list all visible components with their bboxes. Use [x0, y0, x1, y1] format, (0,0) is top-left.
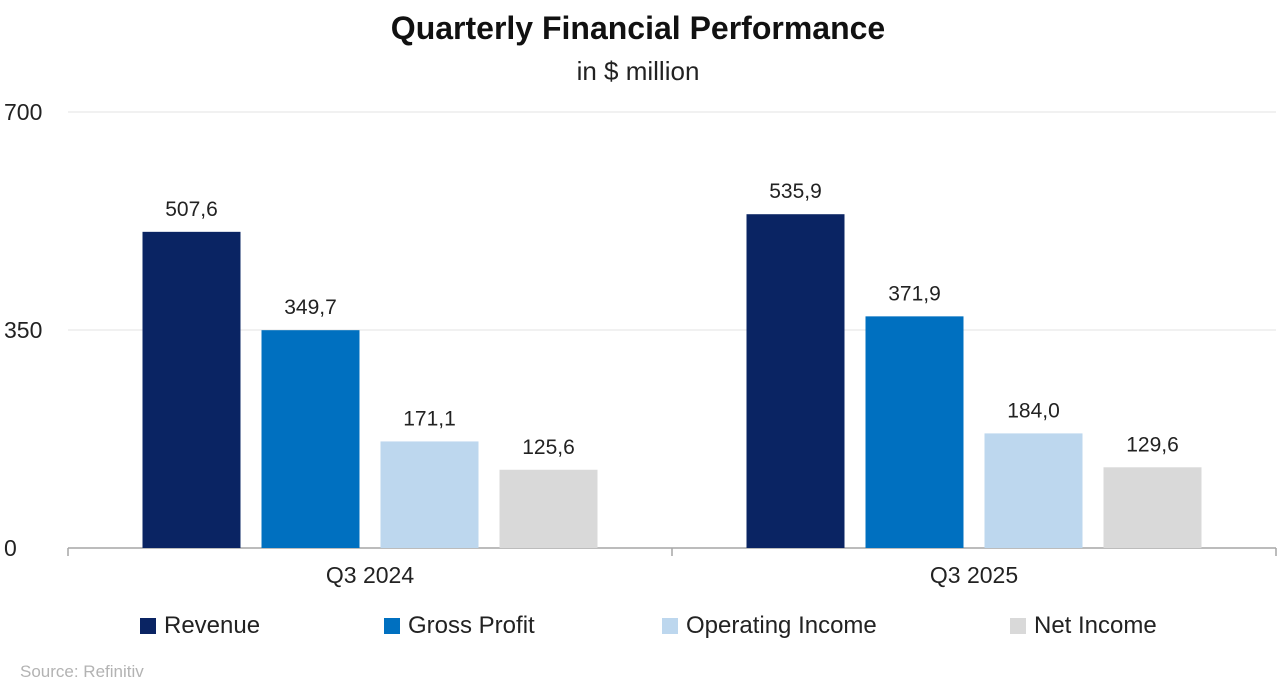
legend-swatch-operating-income	[662, 618, 678, 634]
data-label: 371,9	[888, 282, 941, 305]
legend-label-revenue: Revenue	[164, 612, 261, 639]
bar	[499, 469, 598, 548]
bar	[142, 231, 241, 548]
data-label: 125,6	[522, 436, 575, 459]
bar	[380, 441, 479, 548]
y-tick-label: 700	[4, 99, 42, 125]
legend-label-operating-income: Operating Income	[686, 612, 877, 639]
legend-item-revenue: Revenue	[140, 612, 260, 640]
data-label: 171,1	[403, 407, 456, 430]
legend-label-gross-profit: Gross Profit	[408, 612, 535, 639]
legend-item-net-income: Net Income	[1010, 612, 1157, 640]
bar	[984, 433, 1083, 548]
y-tick-label: 350	[4, 317, 42, 343]
bar-chart: 0 350 700 507,6 349,7 171,1 125,6 Q3 2024 535,9 3…	[4, 99, 1277, 588]
x-tick-label: Q3 2025	[930, 562, 1018, 588]
legend-label-net-income: Net Income	[1034, 612, 1157, 639]
bar	[746, 214, 845, 548]
legend-item-operating-income: Operating Income	[662, 612, 877, 640]
data-label: 184,0	[1007, 399, 1060, 422]
bar	[261, 330, 360, 548]
data-label: 507,6	[165, 198, 218, 221]
source-note: Source: Refinitiv	[20, 662, 144, 681]
bar	[1103, 467, 1202, 548]
y-tick-label: 0	[4, 535, 17, 561]
data-label: 535,9	[769, 180, 822, 203]
data-label: 349,7	[284, 296, 337, 319]
legend-swatch-gross-profit	[384, 618, 400, 634]
chart-title: Quarterly Financial Performance	[390, 10, 886, 46]
data-label: 129,6	[1126, 433, 1179, 456]
legend-swatch-revenue	[140, 618, 156, 634]
chart-subtitle: in $ million	[576, 56, 700, 86]
x-tick-label: Q3 2024	[326, 562, 414, 588]
legend-item-gross-profit: Gross Profit	[384, 612, 535, 640]
legend-swatch-net-income	[1010, 618, 1026, 634]
bar	[865, 316, 964, 548]
legend: Revenue Gross Profit Operating Income Ne…	[0, 612, 1280, 648]
